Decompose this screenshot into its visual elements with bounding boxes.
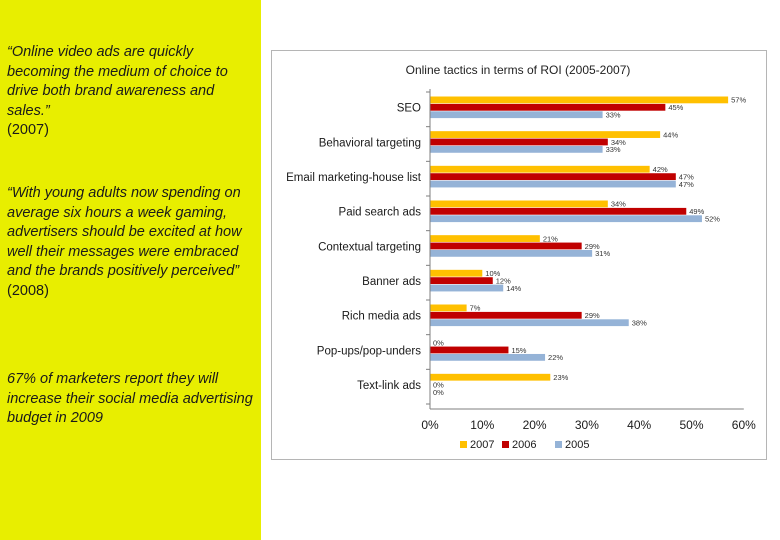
- chart-title: Online tactics in terms of ROI (2005-200…: [406, 63, 631, 77]
- data-label: 33%: [606, 111, 621, 120]
- data-label: 38%: [632, 319, 647, 328]
- data-label: 34%: [611, 138, 626, 147]
- legend-swatch-2006: [502, 441, 509, 448]
- chart-frame: Online tactics in terms of ROI (2005-200…: [271, 50, 767, 460]
- category-label: Rich media ads: [342, 311, 422, 323]
- quote-text: “Online video ads are quickly becoming t…: [7, 44, 228, 119]
- data-label: 44%: [663, 130, 678, 139]
- x-tick-label: 0%: [421, 418, 439, 432]
- data-label: 42%: [653, 165, 668, 174]
- category-label: Text-link ads: [357, 380, 421, 392]
- bar-2007: [430, 200, 608, 208]
- bar-2007: [430, 131, 661, 138]
- legend-label-2005: 2005: [565, 439, 589, 451]
- category-label: Behavioral targeting: [319, 137, 421, 149]
- roi-bar-chart: Online tactics in terms of ROI (2005-200…: [286, 63, 756, 451]
- legend-label-2007: 2007: [470, 439, 494, 451]
- data-label: 7%: [470, 304, 481, 313]
- quote-gaming: “With young adults now spending on avera…: [7, 184, 257, 301]
- bar-2006: [430, 346, 509, 354]
- bar-2007: [430, 165, 650, 173]
- bar-2005: [430, 249, 593, 257]
- data-label: 23%: [553, 373, 568, 382]
- data-label: 14%: [506, 284, 521, 293]
- legend-swatch-2005: [555, 441, 562, 448]
- bar-2005: [430, 215, 702, 223]
- bar-2006: [430, 138, 608, 146]
- category-label: Pop-ups/pop-unders: [317, 345, 421, 357]
- data-label: 0%: [433, 388, 444, 397]
- x-tick-label: 60%: [732, 418, 756, 432]
- quote-online-video: “Online video ads are quickly becoming t…: [7, 43, 257, 141]
- category-label: Banner ads: [362, 276, 421, 288]
- x-tick-label: 40%: [627, 418, 651, 432]
- category-label: Email marketing-house list: [286, 172, 422, 184]
- bar-2007: [430, 96, 729, 104]
- category-label: SEO: [397, 103, 421, 115]
- bar-2006: [430, 207, 687, 215]
- bar-2007: [430, 269, 483, 277]
- x-tick-label: 50%: [679, 418, 703, 432]
- data-label: 12%: [496, 276, 511, 285]
- category-label: Contextual targeting: [318, 241, 421, 253]
- quote-social-media: 67% of marketers report they will increa…: [7, 370, 257, 429]
- data-label: 29%: [585, 311, 600, 320]
- data-label: 49%: [689, 207, 704, 216]
- data-label: 47%: [679, 172, 694, 181]
- bar-2007: [430, 304, 467, 312]
- x-tick-label: 20%: [523, 418, 547, 432]
- category-label: Paid search ads: [339, 207, 422, 219]
- data-label: 33%: [606, 145, 621, 154]
- bar-2007: [430, 235, 540, 242]
- x-tick-label: 30%: [575, 418, 599, 432]
- quote-panel: “Online video ads are quickly becoming t…: [0, 0, 261, 540]
- bar-2006: [430, 173, 676, 181]
- bar-2005: [430, 319, 629, 327]
- bar-2005: [430, 145, 603, 153]
- bar-2006: [430, 277, 493, 285]
- data-label: 0%: [433, 338, 444, 347]
- data-label: 45%: [668, 103, 683, 112]
- legend-swatch-2007: [460, 441, 467, 448]
- data-label: 47%: [679, 180, 694, 189]
- data-label: 52%: [705, 215, 720, 224]
- bar-2005: [430, 180, 676, 188]
- data-label: 10%: [485, 269, 500, 278]
- bar-2006: [430, 103, 666, 111]
- bar-2005: [430, 353, 546, 361]
- bar-2006: [430, 242, 582, 250]
- bar-2007: [430, 373, 551, 381]
- data-label: 31%: [595, 249, 610, 258]
- data-label: 0%: [433, 380, 444, 389]
- quote-year: (2008): [7, 282, 49, 299]
- data-label: 57%: [731, 96, 746, 105]
- bar-2005: [430, 284, 504, 292]
- data-label: 15%: [511, 346, 526, 355]
- legend-label-2006: 2006: [512, 439, 536, 451]
- data-label: 34%: [611, 200, 626, 209]
- chart-legend: 2007 2006 2005: [460, 439, 589, 451]
- data-label: 22%: [548, 353, 563, 362]
- quote-text: 67% of marketers report they will increa…: [7, 371, 253, 426]
- data-label: 29%: [585, 242, 600, 251]
- quote-year: (2007): [7, 122, 49, 138]
- bar-2006: [430, 311, 582, 319]
- quote-text: “With young adults now spending on avera…: [7, 185, 242, 279]
- x-tick-label: 10%: [470, 418, 494, 432]
- data-label: 21%: [543, 234, 558, 243]
- bar-2005: [430, 111, 603, 119]
